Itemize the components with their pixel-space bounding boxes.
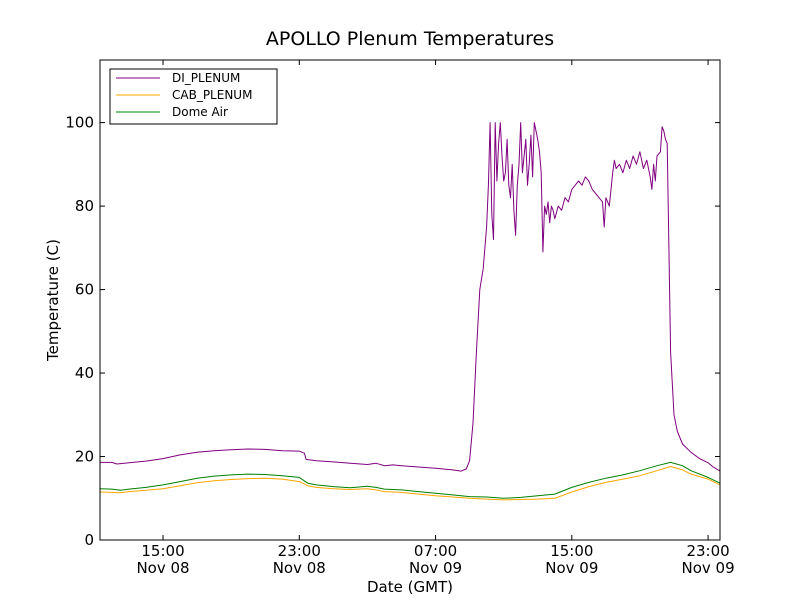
series-layer [99, 122, 721, 501]
x-tick-label: 23:00 [278, 542, 321, 560]
plot-frame [99, 59, 721, 541]
x-axis-label: Date (GMT) [367, 578, 453, 596]
chart-title: APOLLO Plenum Temperatures [266, 28, 554, 50]
y-tick-label: 0 [84, 531, 94, 549]
x-tick-date-label: Nov 08 [136, 559, 189, 577]
x-tick-date-label: Nov 09 [545, 559, 598, 577]
x-tick-label: 15:00 [550, 542, 593, 560]
y-tick-label: 40 [75, 364, 94, 382]
y-tick-label: 80 [75, 197, 94, 215]
series-line-dome-air [99, 461, 721, 499]
legend-label: CAB_PLENUM [172, 88, 252, 102]
y-tick-label: 100 [65, 114, 94, 132]
y-axis-label: Temperature (C) [44, 239, 62, 362]
x-tick-label: 07:00 [414, 542, 457, 560]
legend-label: Dome Air [172, 105, 228, 119]
legend-label: DI_PLENUM [172, 71, 240, 85]
y-tick-label: 60 [75, 281, 94, 299]
series-line-di-plenum [100, 122, 721, 472]
x-tick-date-label: Nov 09 [409, 559, 462, 577]
x-tick-date-label: Nov 09 [682, 559, 735, 577]
x-tick-date-label: Nov 08 [273, 559, 326, 577]
x-tick-label: 15:00 [141, 542, 184, 560]
x-tick-label: 23:00 [686, 542, 729, 560]
legend: DI_PLENUM CAB_PLENUM Dome Air [109, 68, 278, 125]
y-axis: 0 20 40 60 80 100 [65, 114, 720, 549]
y-tick-label: 20 [75, 448, 94, 466]
series-line-cab-plenum [99, 466, 721, 501]
